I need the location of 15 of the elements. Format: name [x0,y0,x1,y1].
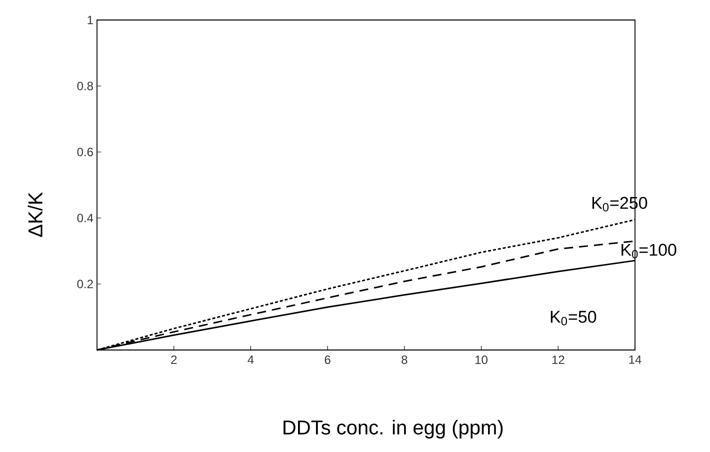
y-tick-label: 0.2 [77,280,93,288]
x-tick-label: 14 [629,356,642,364]
x-tick-label: 10 [476,356,488,364]
y-tick-label: 0.8 [77,82,93,90]
x-axis-title: DDTs conc. in egg (ppm) [284,420,503,439]
y-axis-title: ΔK/K [28,192,42,237]
x-tick-label: 4 [248,356,254,364]
x-tick-label: 8 [402,356,408,364]
y-tick-label: 0.4 [77,214,94,222]
text: K$_{0}$=50 [550,310,596,326]
x-tick-label: 2 [171,356,177,364]
y-tick-label: 1 [88,16,93,24]
x-tick-label: 12 [552,356,564,364]
x-tick-label: 6 [324,356,330,364]
y-tick-label: 0.6 [77,148,93,156]
